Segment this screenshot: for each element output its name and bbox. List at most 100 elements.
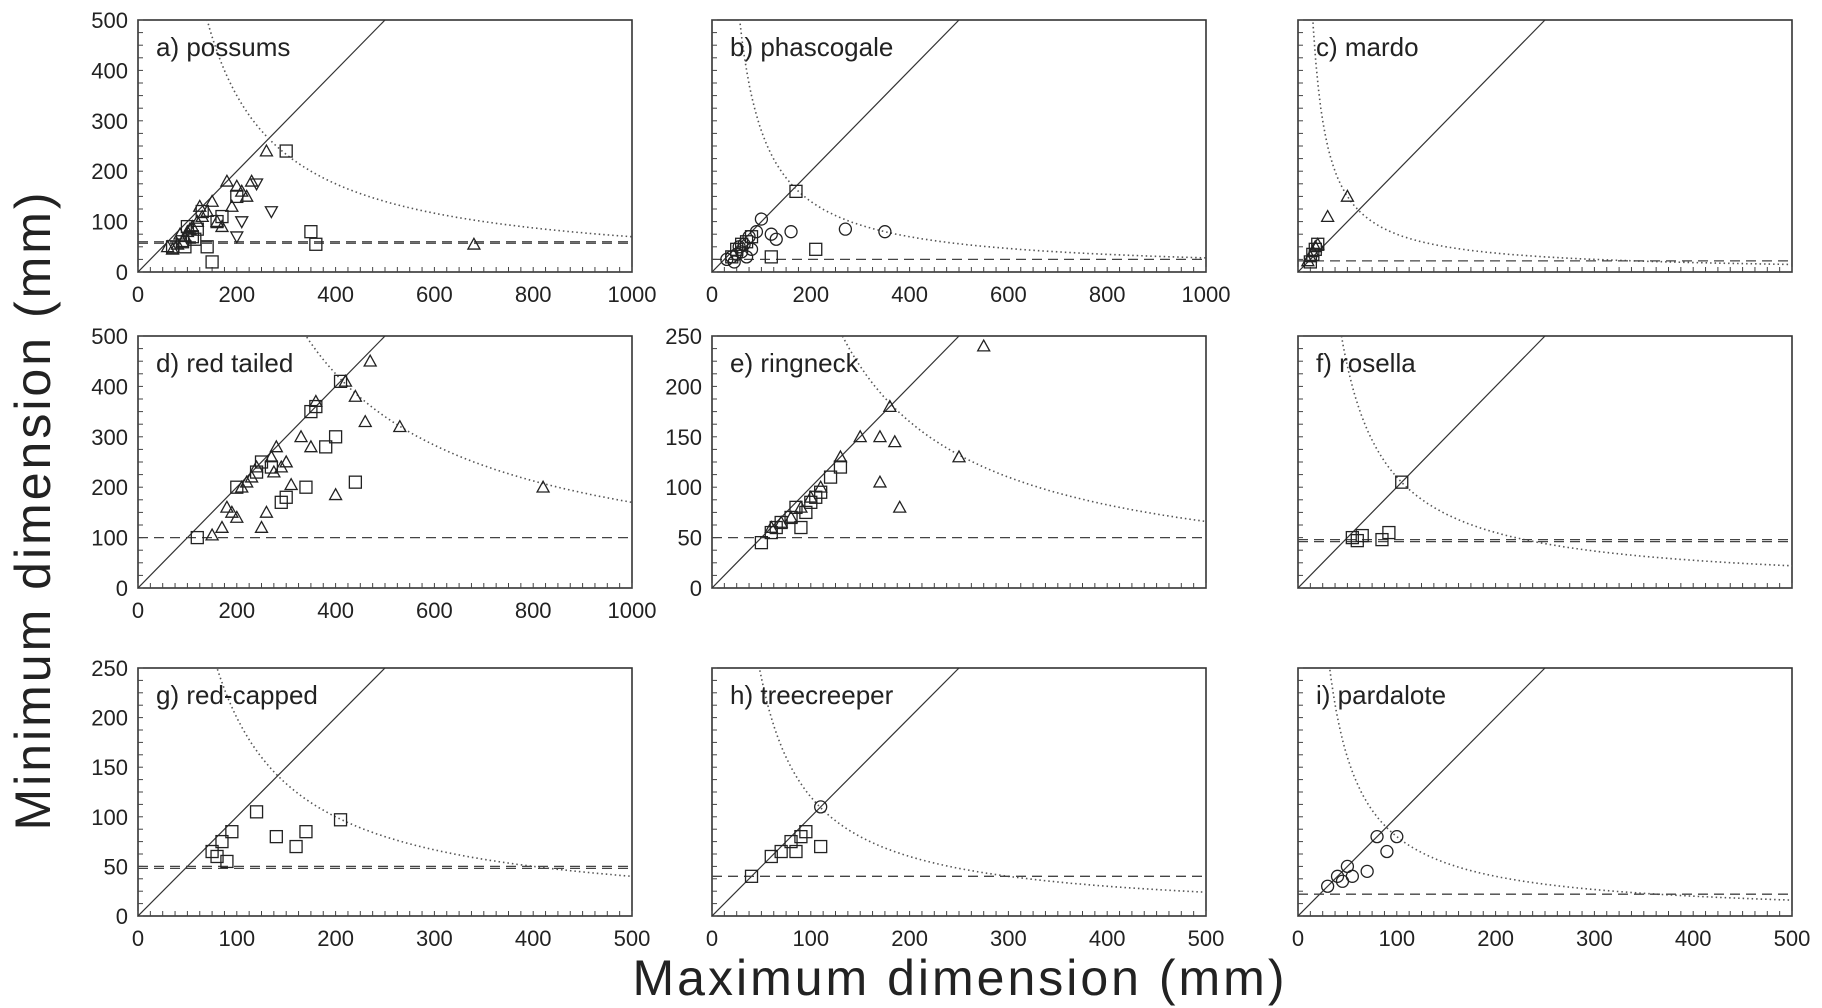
- x-tick-label: 0: [1292, 926, 1304, 951]
- x-tick-label: 0: [132, 926, 144, 951]
- y-tick-label: 100: [91, 210, 128, 235]
- panel-9: i) pardalote 0 100 200 300 400 500: [1292, 667, 1810, 951]
- hyperbola-curve: [1312, 20, 1792, 266]
- point-square: [225, 825, 239, 839]
- point-square: [299, 825, 313, 839]
- point-square: [789, 184, 803, 199]
- point-square: [833, 460, 848, 474]
- x-tick-label: 100: [1378, 926, 1415, 951]
- point-triangle: [951, 449, 967, 463]
- point-square: [178, 240, 192, 254]
- point-square: [794, 829, 808, 844]
- point-square: [230, 189, 244, 204]
- point-square: [1395, 475, 1409, 489]
- point-circle: [838, 222, 853, 236]
- y-tick-label: 100: [665, 475, 702, 500]
- point-square: [210, 214, 224, 229]
- plot-area: [1298, 668, 1792, 916]
- point-square: [794, 520, 808, 535]
- point-triangle: [244, 173, 259, 187]
- point-square: [269, 829, 283, 844]
- point-triangle: [284, 477, 299, 491]
- point-square: [799, 505, 813, 520]
- x-tick-label: 600: [416, 282, 453, 307]
- point-square: [739, 235, 754, 249]
- plot-area: [1298, 20, 1792, 272]
- point-triangle: [535, 479, 551, 493]
- x-tick-label: 400: [1675, 926, 1712, 951]
- point-square: [205, 844, 219, 859]
- point-square: [809, 242, 823, 256]
- panel-label: d) red tailed: [156, 348, 293, 378]
- x-tick-label: 1000: [608, 598, 657, 623]
- point-triangle: [279, 454, 294, 468]
- x-tick-label: 100: [792, 926, 829, 951]
- x-tick-label: 1000: [608, 282, 657, 307]
- point-triangle: [224, 199, 239, 212]
- point-square: [279, 144, 293, 158]
- y-tick-label: 250: [665, 324, 702, 349]
- point-square: [744, 230, 759, 244]
- point-triangle: [172, 226, 188, 240]
- point-square: [220, 854, 234, 869]
- panel-3: c) mardo: [1297, 19, 1793, 273]
- point-square: [205, 255, 219, 269]
- y-tick-label: 150: [665, 425, 702, 450]
- point-square: [814, 485, 828, 499]
- point-triangle: [358, 414, 373, 428]
- point-square: [185, 230, 199, 244]
- point-square: [210, 849, 224, 864]
- point-circle: [1360, 864, 1374, 879]
- point-square: [333, 813, 348, 827]
- point-square: [190, 530, 204, 545]
- panel-4: d) red tailed 0 200 400 600 800 1000 0 100 200 300…: [91, 324, 657, 623]
- x-tick-label: 400: [317, 282, 354, 307]
- y-tick-label: 400: [91, 58, 128, 83]
- panel-1: a) possums 0 200 400 600 800 1000 0 100 200 300 400…: [91, 8, 657, 307]
- point-circle: [1335, 874, 1350, 888]
- point-square: [764, 250, 778, 264]
- plot-area: [712, 668, 1206, 916]
- panel-label: b) phascogale: [730, 32, 893, 62]
- point-square: [1311, 237, 1325, 251]
- point-square: [215, 209, 229, 224]
- x-tick-label: 0: [706, 926, 718, 951]
- y-tick-label: 250: [91, 656, 128, 681]
- point-square: [814, 839, 828, 854]
- point-square: [769, 520, 783, 535]
- x-tick-label: 200: [792, 282, 829, 307]
- point-square: [190, 222, 204, 236]
- point-square: [309, 399, 323, 414]
- point-triangle: [244, 469, 259, 483]
- point-square: [180, 219, 195, 234]
- point-triangle: [882, 399, 897, 413]
- y-tick-label: 200: [665, 374, 702, 399]
- y-tick-label: 400: [91, 374, 128, 399]
- point-square: [734, 237, 749, 251]
- x-tick-label: 400: [317, 598, 354, 623]
- point-square: [1375, 532, 1389, 547]
- point-triangle: [170, 236, 185, 250]
- x-tick-label: 100: [218, 926, 255, 951]
- point-square: [744, 869, 759, 883]
- x-tick-label: 300: [1576, 926, 1613, 951]
- y-tick-label: 50: [678, 526, 702, 551]
- y-tick-label: 100: [91, 526, 128, 551]
- point-square: [1345, 530, 1359, 545]
- plot-area: [138, 20, 632, 272]
- point-square: [774, 515, 788, 530]
- x-tick-label: 200: [218, 282, 255, 307]
- point-circle: [1320, 879, 1335, 893]
- hyperbola-curve: [758, 668, 1206, 893]
- panel-5: e) ringneck 0 50 100 150 200 250: [665, 324, 1207, 601]
- point-square: [279, 490, 293, 504]
- point-circle: [878, 225, 892, 239]
- x-tick-label: 500: [1188, 926, 1225, 951]
- point-circle: [1390, 829, 1404, 844]
- point-triangle: [259, 505, 274, 518]
- y-tick-label: 300: [91, 425, 128, 450]
- point-square: [789, 500, 803, 515]
- point-circle: [814, 800, 828, 814]
